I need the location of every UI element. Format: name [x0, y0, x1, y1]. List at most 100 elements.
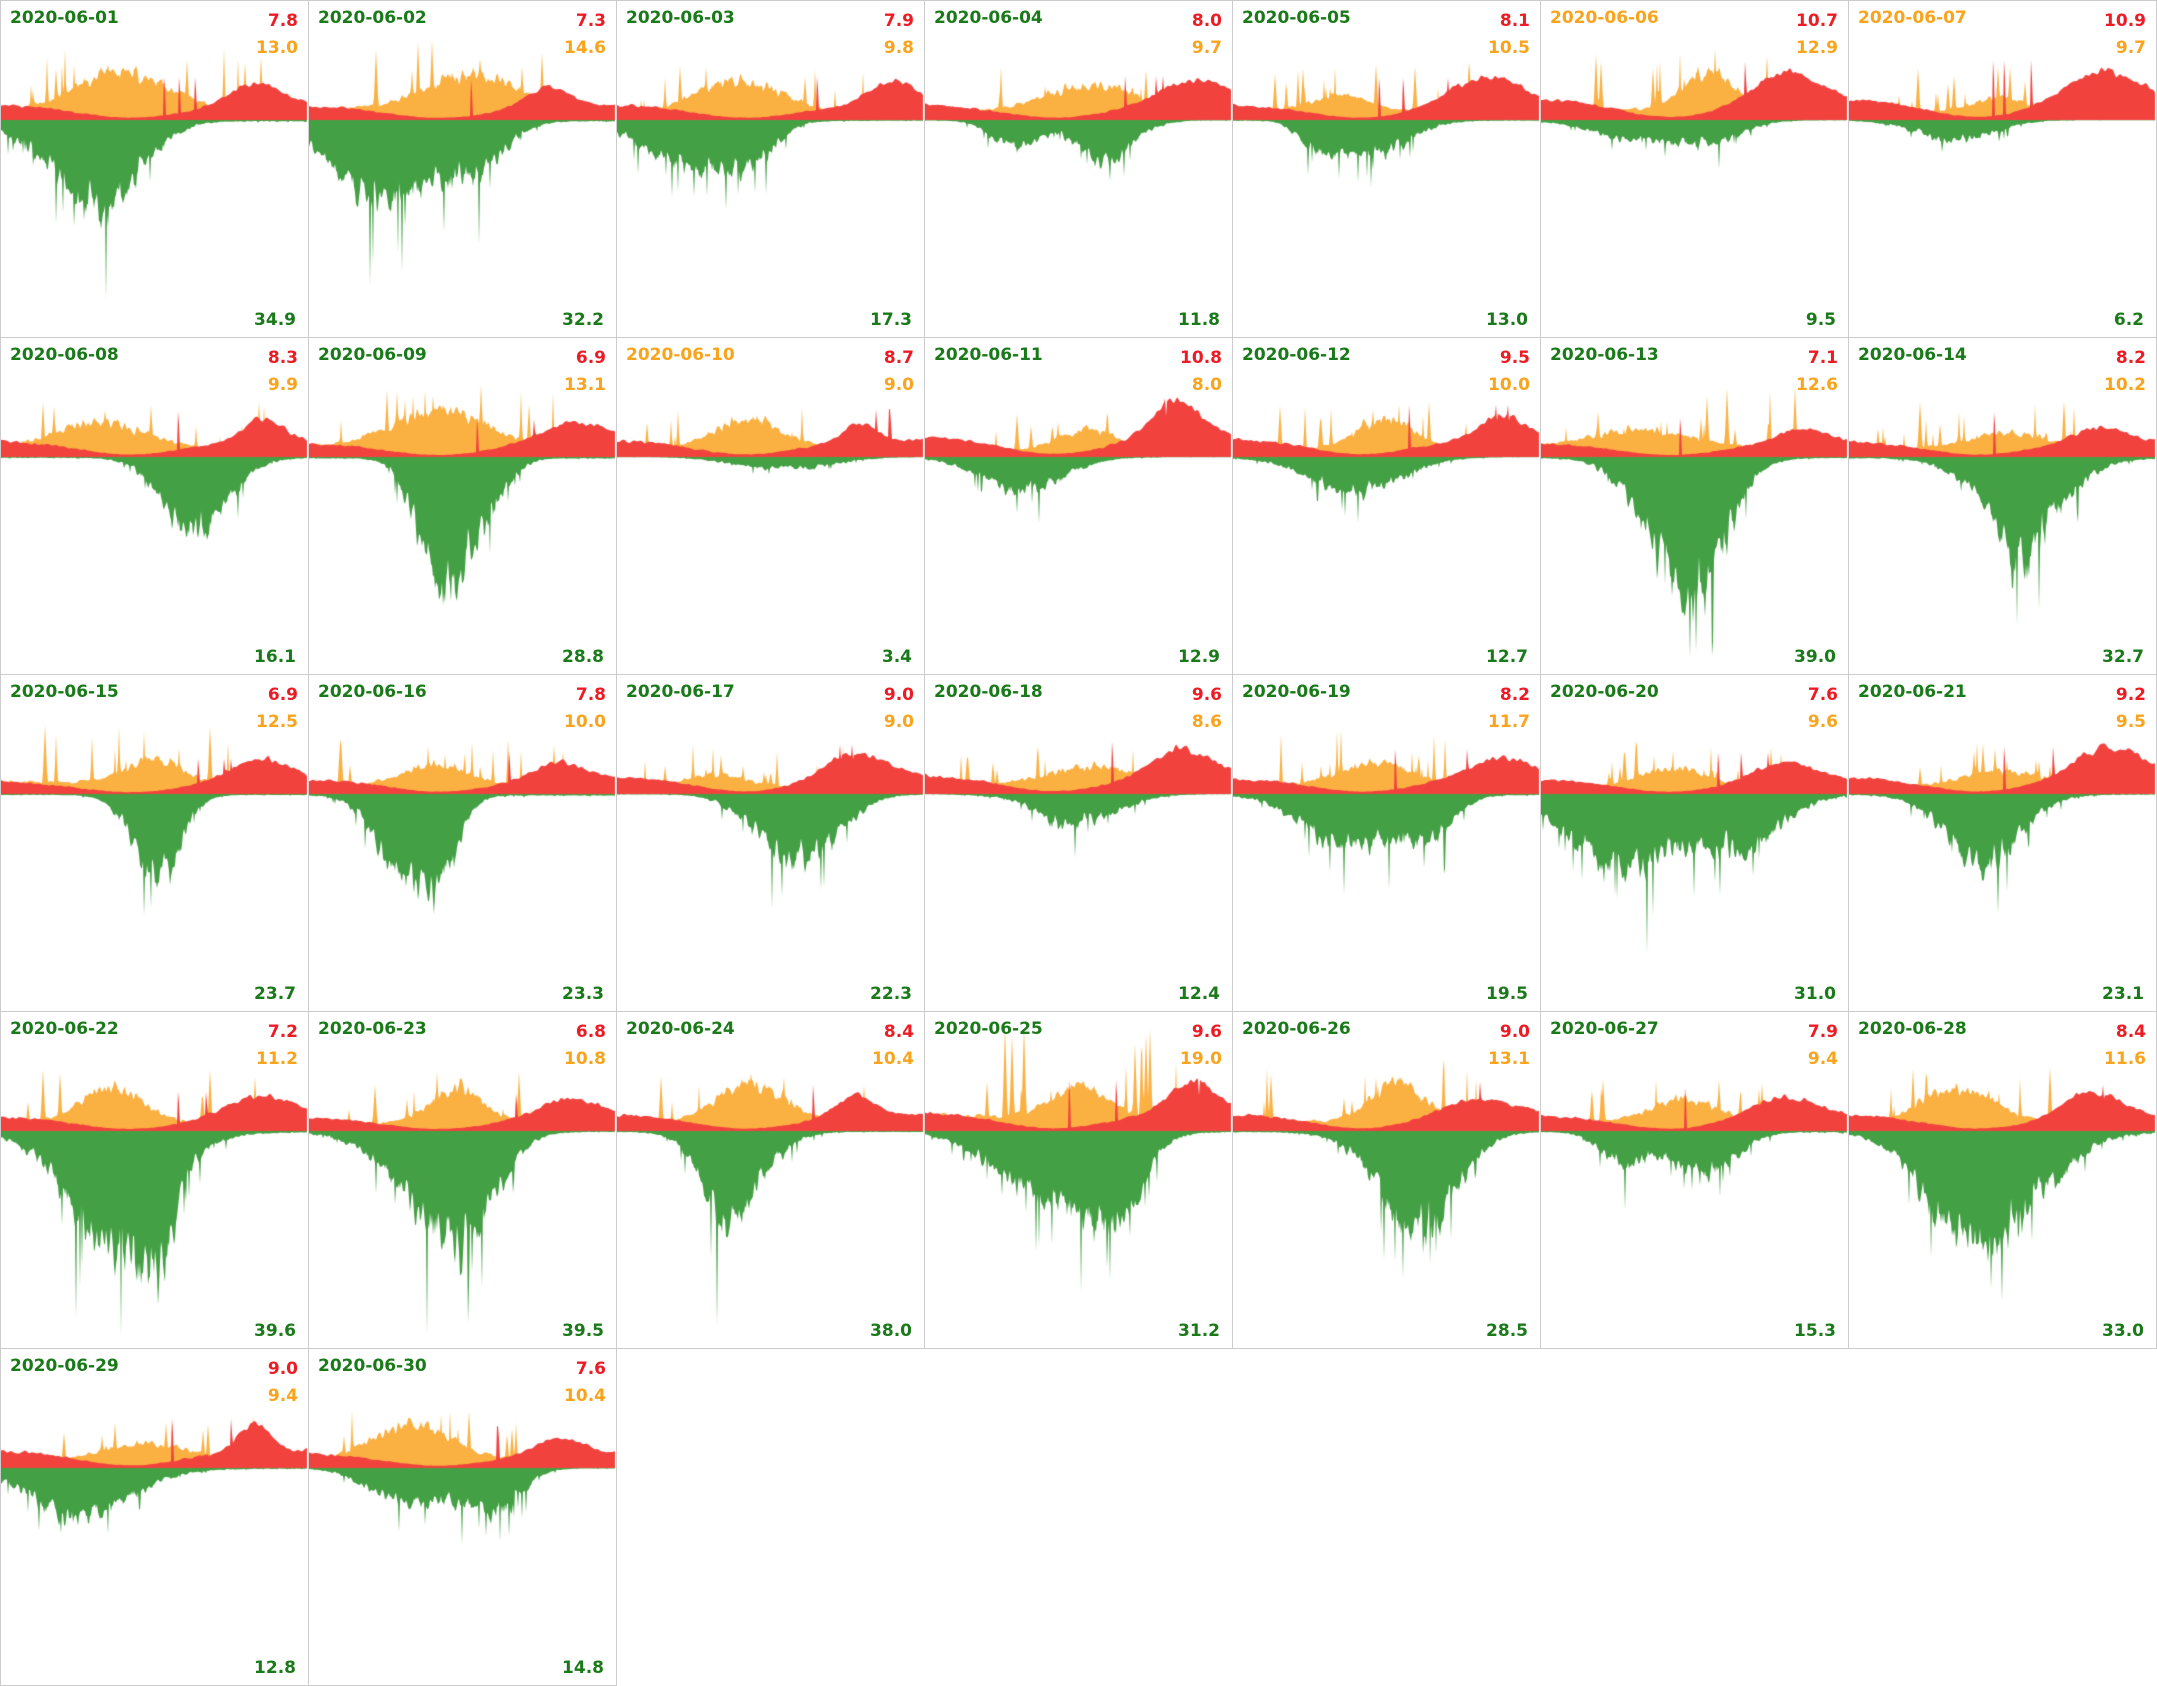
- orange-series-max-value: 10.4: [872, 1049, 914, 1069]
- red-series-max-value: 10.8: [1180, 348, 1222, 368]
- orange-series-max-value: 8.6: [1191, 712, 1222, 732]
- day-area-chart: [1541, 338, 1848, 674]
- green-series-max-value: 39.6: [254, 1321, 296, 1341]
- day-panel-2020-06-30: 2020-06-30 7.6 10.4 14.8: [309, 1349, 617, 1686]
- orange-series-max-value: 9.4: [267, 1386, 298, 1406]
- red-series-max-value: 7.6: [575, 1359, 606, 1379]
- orange-series-max-value: 9.9: [267, 375, 298, 395]
- day-area-chart: [309, 1349, 616, 1685]
- day-area-chart: [1849, 675, 2156, 1011]
- red-series-max-value: 6.8: [575, 1022, 606, 1042]
- panel-top-values: 7.6 9.6: [1808, 682, 1838, 736]
- orange-series-max-value: 12.5: [256, 712, 298, 732]
- empty-grid-cell: [617, 1349, 925, 1686]
- panel-top-values: 9.5 10.0: [1488, 345, 1530, 399]
- red-series-max-value: 9.6: [1191, 1022, 1222, 1042]
- red-series-max-value: 8.3: [267, 348, 298, 368]
- red-series-max-value: 9.0: [883, 685, 914, 705]
- empty-grid-cell: [925, 1349, 1233, 1686]
- day-area-chart: [1849, 1012, 2156, 1348]
- green-series-max-value: 23.7: [254, 984, 296, 1004]
- orange-series-max-value: 9.5: [2115, 712, 2146, 732]
- green-series-max-value: 13.0: [1486, 310, 1528, 330]
- orange-series-max-value: 10.5: [1488, 38, 1530, 58]
- orange-series-max-value: 10.8: [564, 1049, 606, 1069]
- red-series-max-value: 7.1: [1807, 348, 1838, 368]
- orange-series-max-value: 8.0: [1191, 375, 1222, 395]
- red-series-max-value: 10.9: [2104, 11, 2146, 31]
- panel-top-values: 7.9 9.8: [884, 8, 914, 62]
- red-series-max-value: 8.0: [1191, 11, 1222, 31]
- orange-series-max-value: 14.6: [564, 38, 606, 58]
- panel-date-label: 2020-06-04: [934, 8, 1043, 28]
- day-panel-2020-06-11: 2020-06-11 10.8 8.0 12.9: [925, 338, 1233, 675]
- day-area-chart: [309, 1, 616, 337]
- day-panel-2020-06-18: 2020-06-18 9.6 8.6 12.4: [925, 675, 1233, 1012]
- panel-top-values: 10.8 8.0: [1180, 345, 1222, 399]
- day-panel-2020-06-12: 2020-06-12 9.5 10.0 12.7: [1233, 338, 1541, 675]
- empty-grid-cell: [1541, 1349, 1849, 1686]
- orange-series-max-value: 10.0: [564, 712, 606, 732]
- panel-top-values: 8.4 10.4: [872, 1019, 914, 1073]
- day-panel-2020-06-13: 2020-06-13 7.1 12.6 39.0: [1541, 338, 1849, 675]
- day-panel-2020-06-26: 2020-06-26 9.0 13.1 28.5: [1233, 1012, 1541, 1349]
- orange-series-max-value: 11.6: [2104, 1049, 2146, 1069]
- orange-series-max-value: 13.1: [1488, 1049, 1530, 1069]
- green-series-max-value: 31.2: [1178, 1321, 1220, 1341]
- panel-top-values: 8.1 10.5: [1488, 8, 1530, 62]
- green-series-max-value: 39.5: [562, 1321, 604, 1341]
- panel-date-label: 2020-06-30: [318, 1356, 427, 1376]
- panel-top-values: 8.2 10.2: [2104, 345, 2146, 399]
- orange-series-max-value: 19.0: [1180, 1049, 1222, 1069]
- green-series-max-value: 3.4: [881, 647, 912, 667]
- panel-date-label: 2020-06-27: [1550, 1019, 1659, 1039]
- red-series-max-value: 8.2: [1499, 685, 1530, 705]
- day-area-chart: [1541, 1, 1848, 337]
- day-area-chart: [925, 675, 1232, 1011]
- red-series-max-value: 7.9: [1807, 1022, 1838, 1042]
- panel-date-label: 2020-06-23: [318, 1019, 427, 1039]
- day-panel-2020-06-20: 2020-06-20 7.6 9.6 31.0: [1541, 675, 1849, 1012]
- panel-date-label: 2020-06-14: [1858, 345, 1967, 365]
- green-series-max-value: 11.8: [1178, 310, 1220, 330]
- orange-series-max-value: 9.0: [883, 712, 914, 732]
- day-panel-2020-06-27: 2020-06-27 7.9 9.4 15.3: [1541, 1012, 1849, 1349]
- green-series-max-value: 6.2: [2113, 310, 2144, 330]
- green-series-max-value: 28.5: [1486, 1321, 1528, 1341]
- panel-top-values: 7.6 10.4: [564, 1356, 606, 1410]
- red-series-max-value: 7.8: [575, 685, 606, 705]
- panel-date-label: 2020-06-16: [318, 682, 427, 702]
- orange-series-max-value: 13.1: [564, 375, 606, 395]
- green-series-max-value: 34.9: [254, 310, 296, 330]
- orange-series-max-value: 13.0: [256, 38, 298, 58]
- day-panel-2020-06-14: 2020-06-14 8.2 10.2 32.7: [1849, 338, 2157, 675]
- panel-top-values: 10.9 9.7: [2104, 8, 2146, 62]
- day-panel-2020-06-15: 2020-06-15 6.9 12.5 23.7: [1, 675, 309, 1012]
- day-panel-2020-06-01: 2020-06-01 7.8 13.0 34.9: [1, 1, 309, 338]
- orange-series-max-value: 11.7: [1488, 712, 1530, 732]
- day-area-chart: [617, 675, 924, 1011]
- day-panel-2020-06-25: 2020-06-25 9.6 19.0 31.2: [925, 1012, 1233, 1349]
- panel-top-values: 7.2 11.2: [256, 1019, 298, 1073]
- day-panel-2020-06-06: 2020-06-06 10.7 12.9 9.5: [1541, 1, 1849, 338]
- day-area-chart: [1, 1, 308, 337]
- panel-date-label: 2020-06-22: [10, 1019, 119, 1039]
- red-series-max-value: 7.3: [575, 11, 606, 31]
- day-panel-2020-06-05: 2020-06-05 8.1 10.5 13.0: [1233, 1, 1541, 338]
- orange-series-max-value: 9.8: [883, 38, 914, 58]
- green-series-max-value: 15.3: [1794, 1321, 1836, 1341]
- panel-date-label: 2020-06-10: [626, 345, 735, 365]
- day-area-chart: [309, 675, 616, 1011]
- panel-top-values: 7.8 13.0: [256, 8, 298, 62]
- day-area-chart: [925, 1, 1232, 337]
- red-series-max-value: 6.9: [575, 348, 606, 368]
- red-series-max-value: 10.7: [1796, 11, 1838, 31]
- green-series-max-value: 23.3: [562, 984, 604, 1004]
- green-series-max-value: 14.8: [562, 1658, 604, 1678]
- day-area-chart: [1, 1349, 308, 1685]
- day-area-chart: [925, 1012, 1232, 1348]
- orange-series-max-value: 11.2: [256, 1049, 298, 1069]
- panel-date-label: 2020-06-02: [318, 8, 427, 28]
- day-panel-2020-06-28: 2020-06-28 8.4 11.6 33.0: [1849, 1012, 2157, 1349]
- panel-top-values: 9.0 9.4: [268, 1356, 298, 1410]
